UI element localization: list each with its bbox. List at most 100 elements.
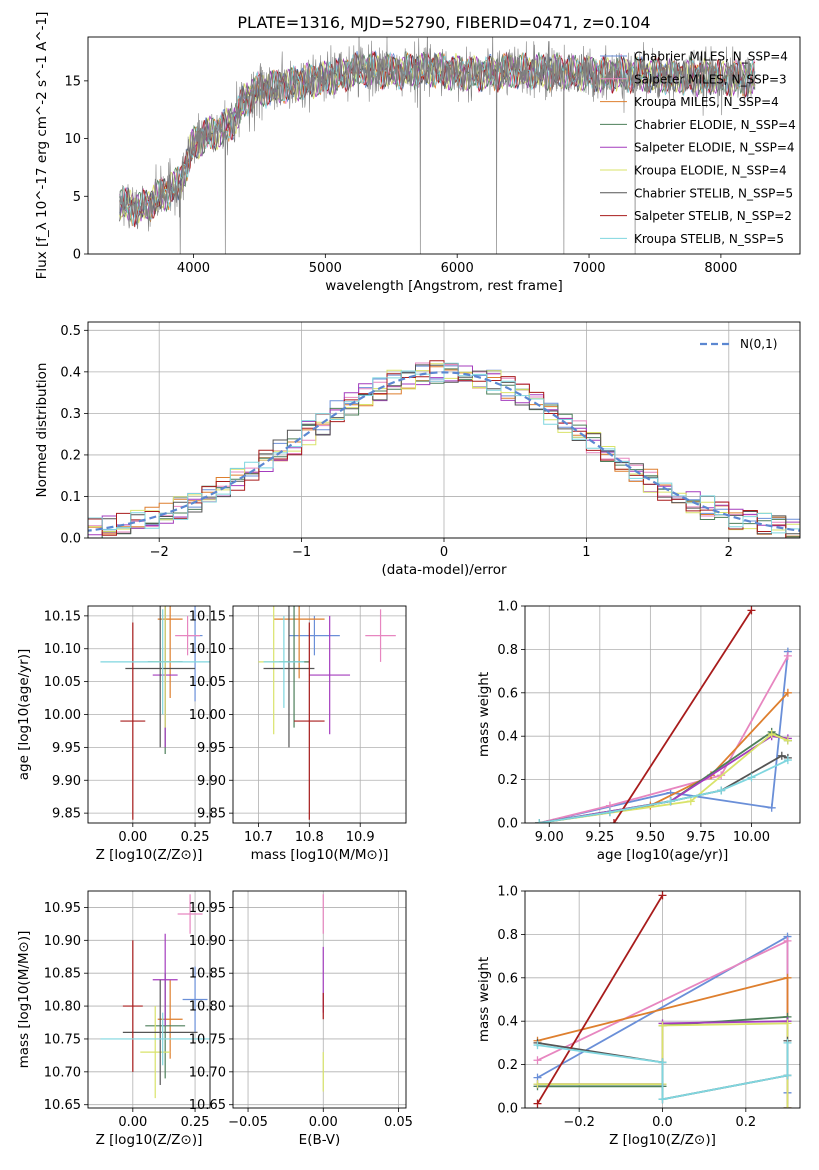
y-tick-label: 5 [73,190,81,205]
axes-frame [87,321,801,539]
errorbar-group [100,606,210,820]
x-tick-label: 5000 [309,261,342,276]
weight-marker-kroupa_stelib [717,786,726,795]
axes-frame [524,890,801,1109]
y-tick-label: 9.85 [52,807,81,822]
legend-entry: Chabrier ELODIE, N_SSP=4 [634,118,796,132]
y-tick-label: 9.90 [197,774,226,789]
y-tick-label: 0.0 [497,1102,518,1117]
x-tick-label: 10.00 [733,830,770,845]
y-tick-label: 10.80 [44,1000,81,1015]
y-tick-label: 10.95 [189,901,226,916]
y-tick-label: 0.6 [497,686,518,701]
x-tick-label: −2 [150,545,169,560]
weight-marker-salpeter_miles [783,651,792,660]
y-tick-label: 1.0 [497,600,518,615]
y-tick-label: 0.4 [497,1015,518,1030]
x-axis-label: Z [log10(Z/Z⊙)] [609,1132,716,1148]
weight-marker-kroupa_elodie [783,1019,792,1028]
weight-marker-kroupa_miles [783,973,792,982]
x-tick-label: 6000 [441,261,474,276]
y-tick-label: 9.90 [52,774,81,789]
y-tick-label: 0.3 [60,407,81,422]
x-axis-label: mass [log10(M/M⊙)] [251,847,389,863]
x-tick-label: 0.05 [384,1115,413,1130]
y-tick-label: 10.00 [44,708,81,723]
weight-line-kroupa_miles [539,692,789,823]
x-tick-label: 0.0 [652,1115,673,1130]
x-tick-label: 0.00 [118,1115,147,1130]
weight-marker-kroupa_stelib [535,819,544,823]
x-tick-label: 1 [582,545,590,560]
weight-marker-kroupa_stelib [533,1041,542,1050]
weight-line-salpeter_stelib [613,609,753,823]
y-tick-label: 15 [64,74,81,89]
legend-entry: Kroupa STELIB, N_SSP=5 [634,232,784,246]
weight-marker-chabrier_miles [767,803,776,812]
y-tick-label: 0.0 [497,817,518,832]
y-tick-label: 10.70 [189,1065,226,1080]
data-spectrum-line [119,37,756,254]
weight-line-kroupa_stelib [539,759,789,823]
y-tick-label: 0.2 [497,1058,518,1073]
y-axis-label: mass weight [476,672,492,757]
weight-marker-kroupa_stelib [658,1058,667,1067]
weight-line-chabrier_miles [538,651,789,823]
x-axis-label: age [log10(age/yr)] [597,847,729,863]
weight-marker-salpeter_miles [533,1056,542,1065]
y-axis-label: mass weight [476,957,492,1042]
y-tick-label: 10.90 [44,934,81,949]
y-axis-label: Flux [f_λ 10^-17 erg cm^-2 s^-1 A^-1] [34,12,50,280]
y-tick-label: 0.4 [60,365,81,380]
legend-entry: Salpeter ELODIE, N_SSP=4 [634,141,795,155]
y-axis-label: mass [log10(M/M⊙)] [16,931,32,1069]
x-tick-label: −1 [292,545,311,560]
y-tick-label: 10.10 [189,642,226,657]
x-axis-label: (data-model)/error [381,562,507,578]
y-tick-label: 0.1 [60,490,81,505]
x-tick-label: 0.2 [735,1115,756,1130]
weight-marker-kroupa_elodie [783,736,792,745]
weight-marker-kroupa_elodie [686,797,695,806]
weight-marker-kroupa_stelib [783,756,792,765]
axes-frame [524,605,801,824]
x-tick-label: 10.7 [244,830,273,845]
y-tick-label: 10.00 [189,708,226,723]
x-tick-label: 9.50 [636,830,665,845]
weight-marker-salpeter_miles [783,936,792,945]
weight-marker-kroupa_stelib [783,1038,792,1047]
y-tick-label: 0.5 [60,324,81,339]
y-tick-label: 10.85 [189,967,226,982]
weight-marker-kroupa_stelib [658,1095,667,1104]
weight-marker-kroupa_stelib [666,797,675,806]
y-tick-label: 10.75 [44,1032,81,1047]
weight-line-kroupa_elodie [539,732,789,823]
y-axis-label: Normed distribution [34,363,50,498]
x-tick-label: −0.2 [563,1115,595,1130]
x-tick-label: 0.25 [181,1115,210,1130]
x-tick-label: 10.8 [295,830,324,845]
errorbar-group [258,606,396,820]
legend-entry: Salpeter MILES, N_SSP=3 [634,72,787,86]
weight-marker-chabrier_stelib [777,751,786,760]
x-tick-label: 2 [725,545,733,560]
x-axis-label: wavelength [Angstrom, rest frame] [325,278,563,294]
y-tick-label: 10.65 [189,1098,226,1113]
weight-marker-kroupa_elodie [767,730,776,739]
y-tick-label: 1.0 [497,885,518,900]
weight-marker-salpeter_stelib [533,1099,542,1108]
y-tick-label: 0.8 [497,643,518,658]
x-tick-label: 7000 [572,261,605,276]
histogram-group [88,360,800,538]
y-tick-label: 10.15 [44,609,81,624]
y-tick-label: 0.4 [497,730,518,745]
gaussian-curve [88,371,800,532]
x-tick-label: −0.05 [228,1115,268,1130]
y-tick-label: 10.85 [44,967,81,982]
axes-frame [87,36,801,255]
y-tick-label: 9.95 [52,741,81,756]
errorbar-group [100,894,210,1099]
weight-marker-kroupa_miles [783,688,792,697]
legend-entry: Salpeter STELIB, N_SSP=2 [634,209,792,223]
x-tick-label: 9.75 [686,830,715,845]
